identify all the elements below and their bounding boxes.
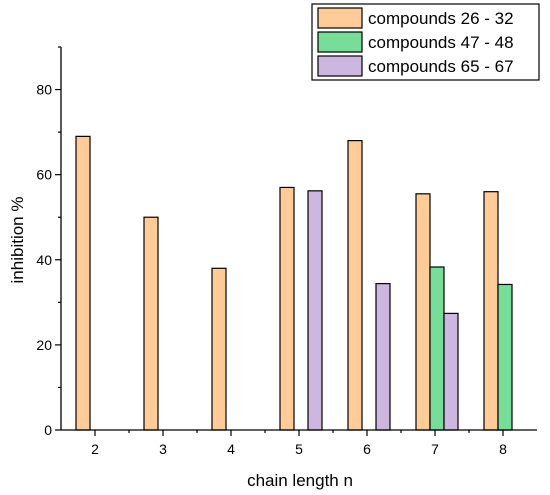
legend-label: compounds 65 - 67 [368,57,514,76]
bar-3-7 [443,312,459,431]
y-tick-label: 40 [36,252,52,268]
bar-3-5 [307,190,323,431]
bar-2-7 [429,266,445,431]
bar-1-7 [415,193,431,431]
y-tick-label: 0 [44,422,52,438]
x-tick-label: 6 [363,441,371,457]
legend-swatch [317,55,363,77]
bar-1-5 [279,186,295,431]
legend-label: compounds 47 - 48 [368,33,514,52]
bars-group [75,135,513,431]
y-tick-label: 60 [36,167,52,183]
y-tick-label: 80 [36,82,52,98]
bar-2-8 [497,283,513,431]
bar-1-3 [143,216,159,431]
x-axis-title: chain length n [247,471,353,490]
bar-1-8 [483,191,499,431]
x-tick-label: 7 [431,441,439,457]
x-tick-label: 2 [91,441,99,457]
legend-label: compounds 26 - 32 [368,9,514,28]
axes-group: 0 20 40 60 80 2 3 4 5 6 7 8 [36,46,537,457]
y-tick-label: 20 [36,337,52,353]
legend-swatch [317,31,363,53]
x-tick-label: 3 [159,441,167,457]
x-tick-label: 5 [295,441,303,457]
x-tick-label: 8 [499,441,507,457]
legend-swatch [317,7,363,29]
bar-1-2 [75,135,91,431]
bar-3-6 [375,283,391,431]
bar-1-6 [347,140,363,431]
bar-1-4 [211,267,227,431]
y-axis-title: inhibition % [8,197,27,284]
legend: compounds 26 - 32 compounds 47 - 48 compou… [311,3,540,81]
x-tick-label: 4 [227,441,235,457]
